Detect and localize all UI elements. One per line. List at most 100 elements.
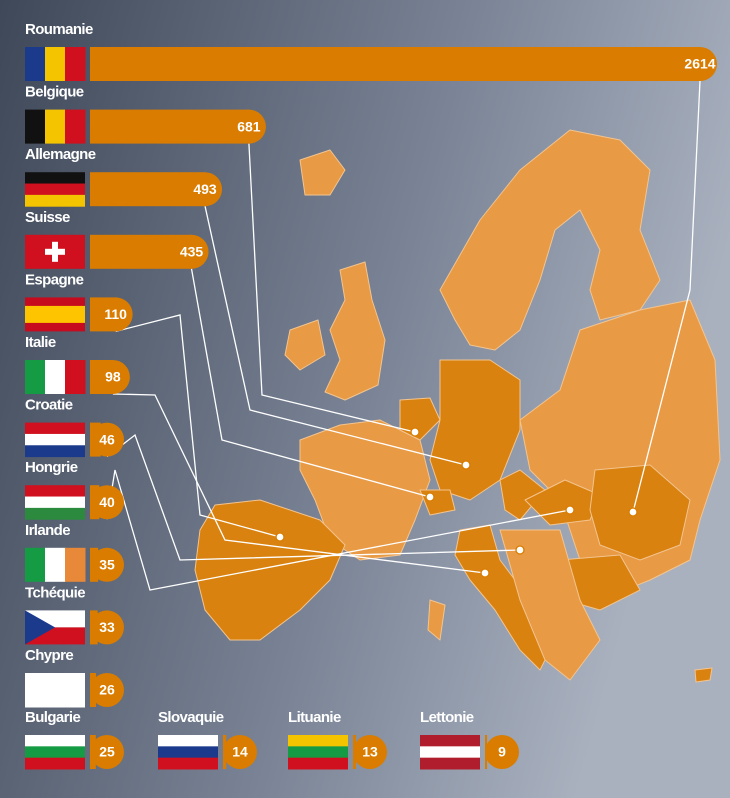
bar <box>90 109 249 144</box>
flag-stripe <box>420 735 480 747</box>
category-label: Chypre <box>25 647 73 664</box>
flag-stripe <box>420 757 480 770</box>
value-bubble <box>353 735 387 769</box>
flag-stripe <box>25 183 85 196</box>
flag <box>25 172 85 207</box>
value-label: 493 <box>193 181 217 197</box>
flag <box>25 547 86 582</box>
map-point <box>425 492 435 502</box>
category-label: Bulgarie <box>25 709 80 726</box>
bar <box>90 172 206 207</box>
connector-line <box>190 268 431 498</box>
value-bubble <box>174 234 209 269</box>
flag-stripe <box>65 109 86 144</box>
flag <box>25 610 85 645</box>
value-bubble <box>90 610 124 645</box>
connector-line <box>204 206 467 466</box>
map-point <box>275 532 285 542</box>
flag <box>25 422 85 458</box>
flag-stripe <box>25 360 46 394</box>
category-label: Roumanie <box>25 21 93 38</box>
flag-stripe <box>158 746 218 759</box>
flag-stripe <box>420 746 480 759</box>
category-label: Allemagne <box>25 146 96 163</box>
flag-stripe <box>25 610 55 645</box>
flag-stripe <box>25 684 85 697</box>
value-bubble <box>90 735 124 769</box>
value-label: 46 <box>99 431 115 447</box>
flag-stripe <box>45 360 66 394</box>
value-bubble <box>231 109 266 144</box>
value-bubble <box>90 673 124 707</box>
map-point <box>461 460 471 470</box>
value-label: 110 <box>104 306 127 322</box>
map-point <box>565 505 575 515</box>
flag-stripe <box>65 47 86 81</box>
category-label: Belgique <box>25 84 84 101</box>
value-bubble <box>90 485 124 520</box>
flag-stripe <box>158 757 218 770</box>
flag-stripe <box>25 507 85 520</box>
flag-stripe <box>25 109 46 144</box>
flag-stripe <box>25 445 85 458</box>
map-point <box>515 545 525 555</box>
value-label: 33 <box>99 619 115 635</box>
flag <box>25 735 85 770</box>
chart: Roumanie2614Belgique681Allemagne493Suiss… <box>25 21 717 770</box>
flag-stripe <box>25 746 85 759</box>
connector-line <box>632 80 701 513</box>
flag <box>25 234 85 269</box>
flag-stripe <box>25 47 46 81</box>
flag-stripe <box>45 47 66 81</box>
flag <box>25 109 86 144</box>
value-bubble <box>90 422 124 457</box>
flag <box>25 297 85 332</box>
flag <box>288 735 348 770</box>
flag-stripe <box>45 248 65 255</box>
flag-stripe <box>25 496 85 509</box>
flag <box>158 735 218 770</box>
connector-line <box>112 393 486 574</box>
flag-stripe <box>25 735 85 747</box>
flag-stripe <box>288 757 348 770</box>
map-point <box>628 507 638 517</box>
map <box>194 129 721 683</box>
flag-stripe <box>158 735 218 747</box>
bar <box>90 47 700 81</box>
category-label: Tchéquie <box>25 584 85 601</box>
value-label: 26 <box>99 682 115 698</box>
value-label: 681 <box>237 118 261 134</box>
value-bubble <box>98 297 133 332</box>
category-label: Slovaquie <box>158 709 224 726</box>
flag-stripe <box>65 360 86 394</box>
value-label: 13 <box>362 744 378 760</box>
flag-stripe <box>25 485 85 498</box>
category-label: Lettonie <box>420 709 474 726</box>
category-label: Hongrie <box>25 459 78 476</box>
value-label: 14 <box>232 744 248 760</box>
flag-stripe <box>25 547 46 582</box>
value-label: 40 <box>99 494 115 510</box>
value-label: 35 <box>99 557 115 573</box>
flag <box>25 47 86 81</box>
value-bubble <box>90 547 124 582</box>
connector-line <box>248 143 416 433</box>
flag <box>420 735 480 770</box>
category-label: Irlande <box>25 522 70 539</box>
flag <box>25 485 85 520</box>
value-bubble <box>223 735 257 769</box>
value-label: 2614 <box>684 56 715 72</box>
value-label: 9 <box>498 744 506 760</box>
category-label: Lituanie <box>288 709 341 726</box>
category-label: Croatie <box>25 397 73 414</box>
flag <box>25 673 85 708</box>
value-bubble <box>188 172 223 207</box>
value-label: 435 <box>180 244 204 260</box>
map-point <box>410 427 420 437</box>
value-label: 98 <box>105 369 121 385</box>
value-bubble <box>485 735 519 769</box>
flag-stripe <box>25 757 85 770</box>
flag-stripe <box>25 194 85 207</box>
value-label: 25 <box>99 744 115 760</box>
